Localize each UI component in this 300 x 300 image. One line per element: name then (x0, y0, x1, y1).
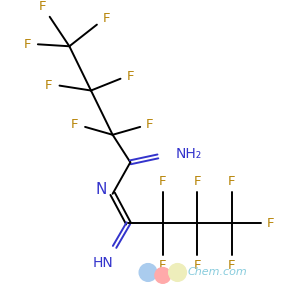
Circle shape (155, 268, 171, 283)
Text: F: F (70, 118, 78, 131)
Text: F: F (45, 79, 52, 92)
Text: NH₂: NH₂ (176, 147, 202, 161)
Text: N: N (95, 182, 106, 197)
Text: HN: HN (92, 256, 113, 270)
Text: F: F (194, 175, 201, 188)
Text: F: F (39, 0, 46, 14)
Text: F: F (194, 259, 201, 272)
Text: F: F (127, 70, 134, 83)
Circle shape (169, 264, 186, 281)
Text: F: F (267, 217, 275, 230)
Text: F: F (159, 259, 166, 272)
Text: Chem.com: Chem.com (188, 268, 247, 278)
Text: F: F (228, 259, 236, 272)
Text: F: F (23, 38, 31, 51)
Text: F: F (228, 175, 236, 188)
Text: F: F (146, 118, 154, 131)
Circle shape (139, 264, 157, 281)
Text: F: F (103, 12, 110, 25)
Text: F: F (159, 175, 166, 188)
